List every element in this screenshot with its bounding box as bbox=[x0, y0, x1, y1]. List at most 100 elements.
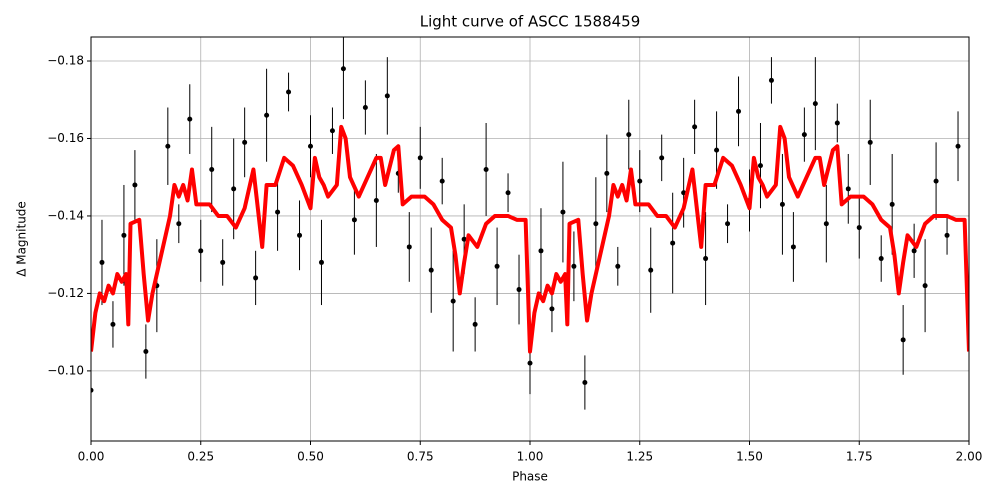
data-point bbox=[220, 239, 226, 286]
data-point bbox=[626, 99, 632, 170]
data-point bbox=[472, 297, 478, 352]
data-point bbox=[900, 305, 906, 375]
point bbox=[527, 360, 533, 366]
point bbox=[99, 259, 105, 265]
data-point bbox=[768, 57, 774, 104]
data-point bbox=[264, 68, 270, 162]
point bbox=[692, 124, 698, 130]
data-point bbox=[757, 122, 763, 209]
point bbox=[582, 380, 588, 386]
ticks: 0.00 0.25 0.50 0.75 1.00 1.25 1.50 1.75 2.00 −0.1… bbox=[47, 54, 982, 464]
point bbox=[253, 275, 259, 281]
point bbox=[615, 263, 621, 269]
x-tick-label: 0.75 bbox=[407, 450, 434, 464]
point bbox=[220, 259, 226, 265]
data-point bbox=[725, 204, 731, 244]
data-point bbox=[329, 107, 335, 154]
data-point bbox=[637, 150, 643, 213]
y-tick-label: −0.10 bbox=[47, 363, 84, 377]
point bbox=[911, 248, 917, 254]
data-point bbox=[516, 254, 522, 325]
point bbox=[516, 287, 522, 293]
point bbox=[198, 248, 204, 254]
point bbox=[922, 283, 928, 289]
data-point bbox=[538, 208, 544, 294]
data-point bbox=[823, 184, 829, 263]
data-point bbox=[373, 153, 379, 247]
point bbox=[91, 387, 94, 393]
point bbox=[571, 263, 577, 269]
data-point bbox=[593, 177, 599, 271]
data-point bbox=[790, 212, 796, 282]
point bbox=[297, 232, 303, 238]
point bbox=[231, 186, 237, 192]
data-point bbox=[494, 227, 500, 306]
point bbox=[417, 155, 423, 161]
point bbox=[637, 178, 643, 184]
data-point bbox=[428, 227, 434, 313]
data-point bbox=[351, 184, 357, 255]
point bbox=[538, 248, 544, 254]
data-point bbox=[187, 84, 193, 154]
point bbox=[286, 89, 292, 95]
point bbox=[121, 232, 127, 238]
data-point bbox=[318, 219, 324, 306]
point bbox=[779, 201, 785, 207]
point bbox=[823, 221, 829, 227]
data-point bbox=[253, 250, 259, 306]
point bbox=[944, 232, 950, 238]
point bbox=[878, 256, 884, 262]
x-tick-label: 1.25 bbox=[626, 450, 653, 464]
y-tick-label: −0.14 bbox=[47, 208, 84, 222]
data-point bbox=[384, 57, 390, 135]
point bbox=[209, 166, 215, 172]
data-point bbox=[209, 126, 215, 213]
data-point bbox=[944, 215, 950, 255]
point bbox=[439, 178, 445, 184]
data-point bbox=[439, 157, 445, 205]
data-point bbox=[801, 107, 807, 162]
point bbox=[384, 93, 390, 99]
point bbox=[505, 190, 511, 196]
point bbox=[955, 143, 961, 149]
point bbox=[362, 104, 368, 110]
point bbox=[889, 201, 895, 207]
data-point bbox=[99, 219, 105, 306]
point bbox=[373, 197, 379, 203]
data-point bbox=[922, 239, 928, 333]
data-point bbox=[911, 223, 917, 278]
point bbox=[242, 139, 248, 145]
data-point bbox=[560, 161, 566, 263]
data-point bbox=[856, 196, 862, 259]
y-tick-label: −0.16 bbox=[47, 131, 84, 145]
data-point bbox=[834, 103, 840, 143]
data-point bbox=[340, 37, 346, 120]
point bbox=[340, 66, 346, 72]
point bbox=[318, 259, 324, 265]
point bbox=[670, 240, 676, 246]
point bbox=[714, 147, 720, 153]
point bbox=[275, 209, 281, 215]
point bbox=[736, 108, 742, 114]
x-tick-label: 1.50 bbox=[736, 450, 763, 464]
y-tick-label: −0.12 bbox=[47, 286, 84, 300]
data-point bbox=[143, 324, 149, 379]
data-point bbox=[406, 212, 412, 282]
data-point bbox=[121, 184, 127, 286]
curve bbox=[91, 124, 969, 354]
data-point bbox=[286, 72, 292, 112]
point bbox=[461, 236, 467, 242]
point bbox=[110, 321, 116, 327]
point bbox=[406, 244, 412, 250]
data-point bbox=[176, 204, 182, 244]
point bbox=[176, 221, 182, 227]
data-point bbox=[165, 107, 171, 185]
point bbox=[308, 143, 313, 149]
data-point bbox=[582, 355, 588, 410]
point bbox=[768, 77, 774, 83]
point bbox=[187, 116, 193, 122]
data-point bbox=[242, 107, 248, 178]
point bbox=[472, 321, 478, 327]
point bbox=[933, 178, 939, 184]
data-point bbox=[450, 250, 456, 352]
